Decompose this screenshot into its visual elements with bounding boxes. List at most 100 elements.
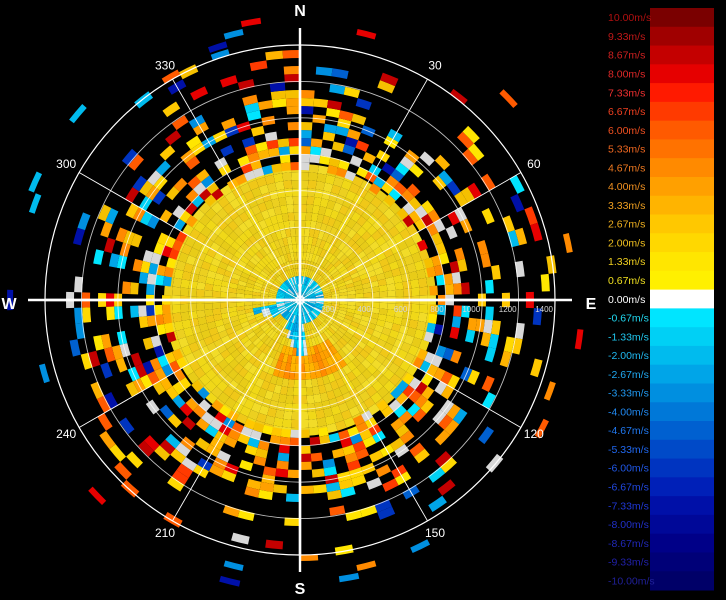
velocity-cell (273, 313, 282, 320)
velocity-cell (377, 213, 390, 226)
velocity-cell (206, 181, 219, 195)
velocity-cell (383, 342, 394, 352)
velocity-cell (348, 183, 361, 195)
velocity-cell (322, 131, 336, 142)
velocity-cell (266, 263, 275, 272)
velocity-cell (269, 82, 286, 93)
velocity-cell (328, 254, 336, 264)
velocity-cell (305, 289, 313, 296)
velocity-cell (187, 371, 200, 384)
velocity-cell (254, 312, 263, 318)
velocity-cell (300, 172, 309, 181)
velocity-cell (307, 302, 315, 308)
velocity-cell (178, 377, 192, 390)
velocity-cell (315, 352, 322, 362)
velocity-cell (28, 193, 42, 214)
velocity-cell (342, 225, 352, 236)
radial-tick-label: 1400 (535, 305, 553, 314)
compass-north-label: N (294, 3, 306, 20)
velocity-cell (286, 330, 292, 339)
velocity-cell (289, 322, 294, 331)
velocity-cell (319, 239, 327, 249)
velocity-cell (316, 256, 323, 265)
velocity-cell (153, 242, 165, 255)
velocity-cell (286, 338, 292, 347)
velocity-cell (343, 275, 352, 283)
velocity-cell (315, 409, 325, 419)
velocity-cell (104, 392, 119, 409)
velocity-cell (350, 271, 360, 280)
velocity-cell (115, 357, 128, 373)
velocity-cell (308, 338, 314, 347)
velocity-cell (276, 189, 286, 199)
velocity-cell (406, 327, 417, 338)
velocity-cell (292, 395, 300, 404)
velocity-cell (262, 324, 271, 333)
velocity-cell (307, 292, 315, 298)
colorbar-swatch (650, 345, 714, 366)
velocity-cell (408, 377, 422, 390)
velocity-cell (359, 273, 369, 281)
compass-east-label: E (586, 296, 597, 313)
velocity-cell (100, 221, 113, 238)
velocity-cell (418, 312, 428, 323)
velocity-cell (266, 182, 277, 193)
colorbar-label: -5.33m/s (608, 444, 649, 456)
velocity-cell (284, 301, 293, 305)
velocity-cell (300, 371, 306, 380)
velocity-cell (374, 324, 384, 333)
spoke-line (172, 299, 301, 522)
velocity-cell (257, 351, 267, 362)
velocity-cell (170, 448, 186, 464)
colorbar-swatch (650, 195, 714, 216)
velocity-cell (363, 344, 373, 355)
velocity-cell (332, 141, 345, 152)
angle-tick-label: 150 (425, 526, 445, 540)
velocity-cell (222, 202, 235, 215)
velocity-cell (223, 435, 238, 448)
angle-tick-label: 300 (56, 157, 76, 171)
velocity-cell (346, 128, 361, 141)
velocity-cell (243, 398, 255, 410)
velocity-cell (230, 349, 241, 359)
velocity-cell (338, 309, 347, 315)
velocity-cell (284, 245, 291, 254)
velocity-cell (223, 340, 234, 350)
velocity-cell (236, 301, 245, 307)
velocity-cell (406, 262, 417, 273)
velocity-cell (311, 310, 318, 318)
velocity-cell (371, 291, 380, 298)
velocity-cell (355, 236, 366, 247)
velocity-cell (146, 305, 155, 317)
velocity-cell (310, 281, 317, 289)
velocity-cell (327, 326, 336, 335)
velocity-cell (363, 287, 372, 294)
spoke-line (78, 299, 301, 428)
colorbar-swatch (650, 120, 714, 140)
velocity-cell (524, 206, 538, 226)
velocity-cell (304, 323, 309, 332)
velocity-cell (303, 315, 307, 324)
velocity-cell (249, 272, 259, 279)
velocity-cell (275, 376, 284, 387)
velocity-cell (304, 228, 311, 237)
velocity-cell (221, 469, 237, 483)
velocity-cell (291, 276, 296, 285)
colorbar-swatch (650, 571, 714, 591)
velocity-cell (222, 225, 234, 236)
velocity-cell (337, 265, 347, 274)
velocity-cell (185, 189, 199, 203)
velocity-cell (300, 212, 307, 221)
velocity-cell (429, 285, 438, 296)
velocity-cell (218, 359, 229, 370)
velocity-cell (244, 328, 254, 336)
velocity-cell (288, 244, 294, 254)
velocity-cell (284, 280, 291, 288)
velocity-cell (258, 320, 267, 327)
velocity-cell (305, 288, 312, 295)
velocity-cell (252, 291, 261, 296)
velocity-cell (281, 378, 289, 388)
velocity-cell (329, 505, 346, 516)
velocity-cell (236, 293, 245, 299)
velocity-cell (292, 403, 300, 412)
